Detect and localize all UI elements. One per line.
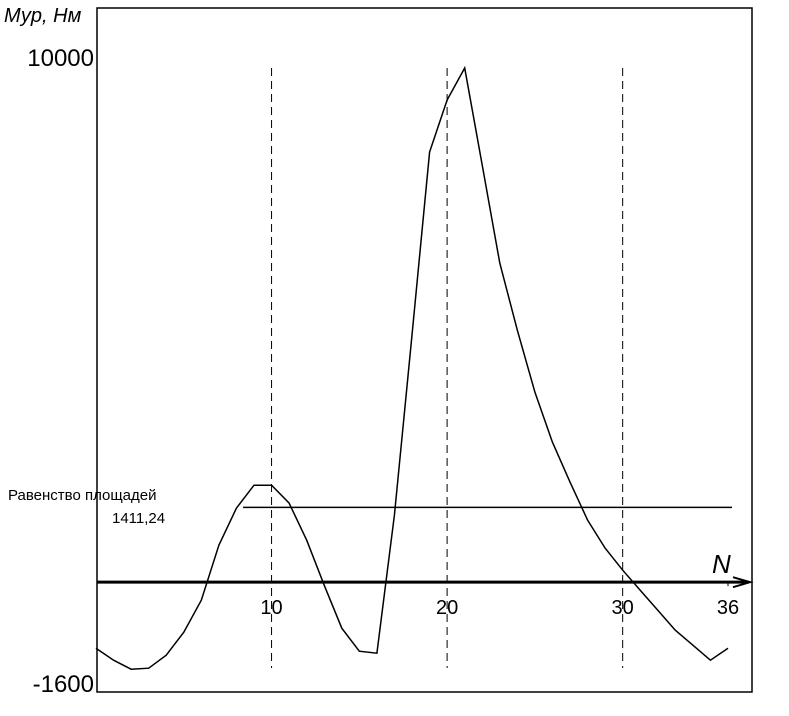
reference-name: Равенство площадей <box>8 487 157 504</box>
series-line <box>95 65 729 670</box>
x-axis-arrow <box>732 576 754 589</box>
y-axis-label: Мур, Нм <box>4 5 82 27</box>
x-axis-label: N <box>712 549 731 579</box>
y-tick-label: 10000 <box>27 45 94 72</box>
plot-frame <box>96 7 753 693</box>
reference-label: 1411,24 <box>112 510 165 527</box>
y-tick-label: -1600 <box>33 671 94 698</box>
x-tick-label: 36 <box>717 597 739 619</box>
